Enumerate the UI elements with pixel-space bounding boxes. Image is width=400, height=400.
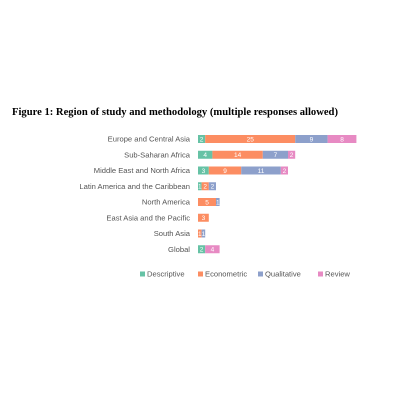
- bar-segment-descriptive: [198, 135, 206, 143]
- bar-segment-descriptive: [198, 182, 202, 191]
- data-label: 25: [247, 136, 255, 143]
- bar-segment-qualitative: [208, 182, 216, 191]
- bar-segment-review: [205, 245, 220, 254]
- bar-segments: 2 25 9 84 14 7 23 9 11 21 2 25 131 12 4: [198, 135, 357, 254]
- category-label: Global: [168, 245, 190, 254]
- legend-swatch: [258, 271, 263, 277]
- data-label: 2: [211, 184, 215, 191]
- data-label: 5: [205, 199, 209, 206]
- category-label: East Asia and the Pacific: [106, 213, 190, 222]
- bar-segment-econometric: [198, 213, 209, 222]
- category-label: Europe and Central Asia: [108, 135, 191, 144]
- bar-segment-descriptive: [198, 166, 209, 175]
- category-labels: Europe and Central Asia Sub-Saharan Afric…: [79, 135, 190, 254]
- bar-segment-econometric: [208, 166, 242, 175]
- bar-segment-qualitative: [295, 135, 328, 143]
- legend-entry: Qualitative: [265, 270, 301, 279]
- bar-segment-qualitative: [241, 166, 281, 175]
- data-label: 14: [234, 152, 242, 159]
- data-label: 9: [223, 168, 227, 175]
- chart-title: Figure 1: Region of study and methodolog…: [12, 107, 338, 118]
- legend-entry: Econometric: [205, 270, 247, 279]
- bar-segment-descriptive: [198, 245, 206, 254]
- bar-segment-econometric: [205, 135, 296, 143]
- data-label: 4: [211, 247, 215, 254]
- data-label: 7: [274, 152, 278, 159]
- data-label: 2: [203, 184, 207, 191]
- data-label: 4: [203, 152, 207, 159]
- category-label: Latin America and the Caribbean: [79, 182, 190, 191]
- data-label: 1: [202, 231, 206, 238]
- bar-segment-descriptive: [198, 150, 213, 159]
- bar-segment-econometric: [198, 198, 216, 206]
- category-label: South Asia: [154, 229, 191, 238]
- data-label: 9: [310, 136, 314, 143]
- category-label: Middle East and North Africa: [94, 166, 191, 175]
- bar-segment-econometric: [212, 150, 263, 159]
- legend-swatch: [318, 271, 323, 277]
- data-label: 3: [202, 168, 206, 175]
- bar-segment-econometric: [201, 182, 209, 191]
- bar-segment-qualitative: [216, 198, 220, 206]
- data-label: 2: [290, 152, 294, 159]
- legend-swatch: [198, 271, 203, 277]
- bar-segment-review: [288, 150, 296, 159]
- bar-segment-qualitative: [262, 150, 288, 159]
- data-label: 2: [283, 168, 287, 175]
- bar-segment-review: [327, 135, 357, 143]
- data-label: 8: [340, 136, 344, 143]
- data-label: 1: [198, 184, 202, 191]
- legend-entry: Review: [325, 270, 350, 279]
- data-label: 1: [198, 231, 202, 238]
- data-label: 2: [200, 247, 204, 254]
- data-label: 3: [202, 215, 206, 222]
- category-label: North America: [142, 198, 191, 207]
- data-label: 1: [216, 199, 220, 206]
- bar-segment-qualitative: [201, 229, 206, 238]
- legend-swatch: [140, 271, 145, 277]
- bar-segment-review: [280, 166, 288, 175]
- data-label: 11: [258, 168, 265, 175]
- category-label: Sub-Saharan Africa: [124, 150, 191, 159]
- legend-entry: Descriptive: [147, 270, 185, 279]
- bar-segment-econometric: [198, 229, 202, 238]
- data-label: 2: [200, 136, 204, 143]
- legend: Descriptive Econometric Qualitative Review: [140, 270, 350, 279]
